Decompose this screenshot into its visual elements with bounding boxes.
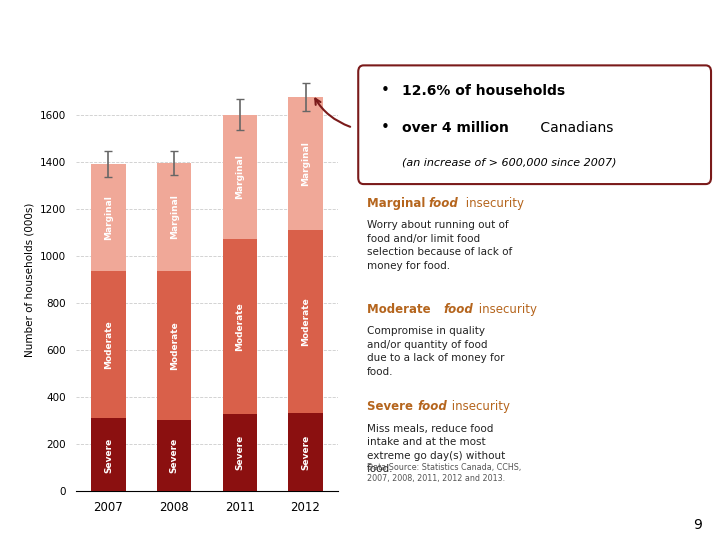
Text: Severe: Severe bbox=[104, 437, 113, 472]
Y-axis label: Number of households (000s): Number of households (000s) bbox=[24, 202, 34, 356]
Bar bbox=[91, 418, 125, 491]
Bar bbox=[157, 271, 192, 420]
Text: food: food bbox=[418, 400, 447, 413]
Text: Marginal: Marginal bbox=[367, 197, 430, 210]
Text: 12.6% of households: 12.6% of households bbox=[402, 84, 565, 98]
Text: Worry about running out of
food and/or limit food
selection because of lack of
m: Worry about running out of food and/or l… bbox=[367, 220, 513, 271]
Text: over 4 million: over 4 million bbox=[402, 121, 509, 134]
Text: insecurity: insecurity bbox=[474, 303, 536, 316]
Bar bbox=[91, 271, 125, 418]
Bar bbox=[222, 114, 257, 239]
Text: Marginal: Marginal bbox=[301, 141, 310, 186]
Text: food: food bbox=[429, 197, 459, 210]
Text: (an increase of > 600,000 since 2007): (an increase of > 600,000 since 2007) bbox=[402, 158, 617, 168]
Text: Severe: Severe bbox=[235, 435, 244, 470]
Bar bbox=[222, 239, 257, 414]
Text: •: • bbox=[381, 120, 390, 135]
Text: Compromise in quality
and/or quantity of food
due to a lack of money for
food.: Compromise in quality and/or quantity of… bbox=[367, 326, 505, 377]
Text: Moderate: Moderate bbox=[367, 303, 435, 316]
Text: Moderate: Moderate bbox=[235, 302, 244, 351]
Text: Marginal: Marginal bbox=[104, 195, 113, 240]
Text: Severe: Severe bbox=[170, 438, 179, 473]
FancyBboxPatch shape bbox=[359, 65, 711, 184]
Text: 9: 9 bbox=[693, 518, 702, 532]
Text: Marginal: Marginal bbox=[170, 194, 179, 239]
Bar bbox=[289, 97, 323, 230]
Text: •: • bbox=[381, 83, 390, 98]
Text: insecurity: insecurity bbox=[462, 197, 524, 210]
Text: Data Source: Statistics Canada, CCHS,
2007, 2008, 2011, 2012 and 2013.: Data Source: Statistics Canada, CCHS, 20… bbox=[367, 463, 521, 483]
Text: Marginal: Marginal bbox=[235, 154, 244, 199]
Text: Severe: Severe bbox=[301, 434, 310, 470]
Bar bbox=[222, 414, 257, 491]
Text: Miss meals, reduce food
intake and at the most
extreme go day(s) without
food.: Miss meals, reduce food intake and at th… bbox=[367, 423, 505, 474]
Text: Moderate: Moderate bbox=[104, 320, 113, 369]
Bar bbox=[91, 164, 125, 271]
Text: Canadians: Canadians bbox=[536, 121, 613, 134]
Text: Moderate: Moderate bbox=[170, 321, 179, 370]
Text: insecurity: insecurity bbox=[448, 400, 510, 413]
Bar bbox=[289, 230, 323, 413]
Bar bbox=[157, 420, 192, 491]
Text: Severe: Severe bbox=[367, 400, 417, 413]
Text: Moderate: Moderate bbox=[301, 297, 310, 346]
Text: food: food bbox=[443, 303, 472, 316]
Bar bbox=[289, 413, 323, 491]
Bar bbox=[157, 163, 192, 271]
Text: Household Food Insecurity in Canada, 2007 - 2012: Household Food Insecurity in Canada, 200… bbox=[132, 21, 588, 38]
